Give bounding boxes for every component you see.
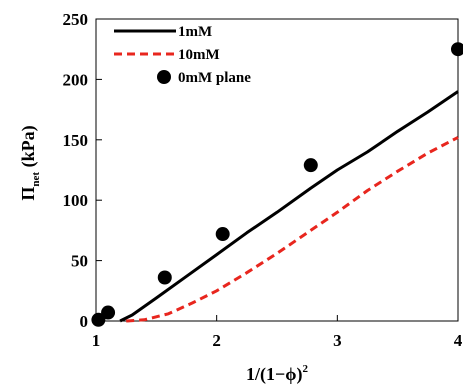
y-tick-label: 100 (63, 191, 89, 210)
legend-label: 1mM (178, 24, 212, 40)
x-tick-label: 1 (92, 331, 101, 350)
data-point (157, 270, 172, 285)
legend-item: 1mM (114, 24, 212, 40)
legend: 1mM 10mM 0mM plane (114, 24, 251, 86)
y-tick-label: 50 (71, 252, 88, 271)
series-0 (119, 90, 459, 323)
legend-label: 0mM plane (178, 70, 251, 86)
x-axis-title-main: 1/(1−ϕ) (246, 364, 302, 385)
y-axis-title-main: Π (18, 187, 38, 201)
y-axis-title-subscript: net (30, 172, 42, 187)
legend-marker (157, 70, 171, 84)
y-tick-label: 200 (63, 70, 89, 89)
y-tick-label: 150 (63, 131, 89, 150)
data-point (101, 305, 116, 320)
legend-item: 10mM (114, 47, 220, 63)
x-axis-title: 1/(1−ϕ)2 (246, 363, 308, 385)
plot-area (95, 18, 459, 322)
axes: 1 2 3 4 0 50 100 150 200 250 (63, 10, 463, 350)
y-tick-label: 250 (63, 10, 89, 29)
plot-frame (95, 18, 459, 322)
data-point (451, 42, 463, 57)
series-line (126, 136, 459, 323)
series-line (119, 90, 459, 323)
series-2 (91, 42, 463, 327)
data-point (91, 312, 106, 327)
x-tick-label: 3 (333, 331, 342, 350)
series-1 (126, 136, 459, 323)
y-axis-title-unit: (kPa) (18, 125, 39, 172)
data-point (303, 158, 318, 173)
series-layer (91, 42, 463, 327)
legend-label: 10mM (178, 47, 220, 63)
y-axis-title: Πnet (kPa) (18, 125, 42, 200)
legend-item: 0mM plane (157, 70, 251, 86)
x-axis-title-superscript: 2 (302, 363, 308, 375)
x-tick-label: 4 (454, 331, 463, 350)
y-tick-label: 0 (80, 312, 89, 331)
data-point (215, 227, 230, 242)
x-tick-label: 2 (212, 331, 221, 350)
